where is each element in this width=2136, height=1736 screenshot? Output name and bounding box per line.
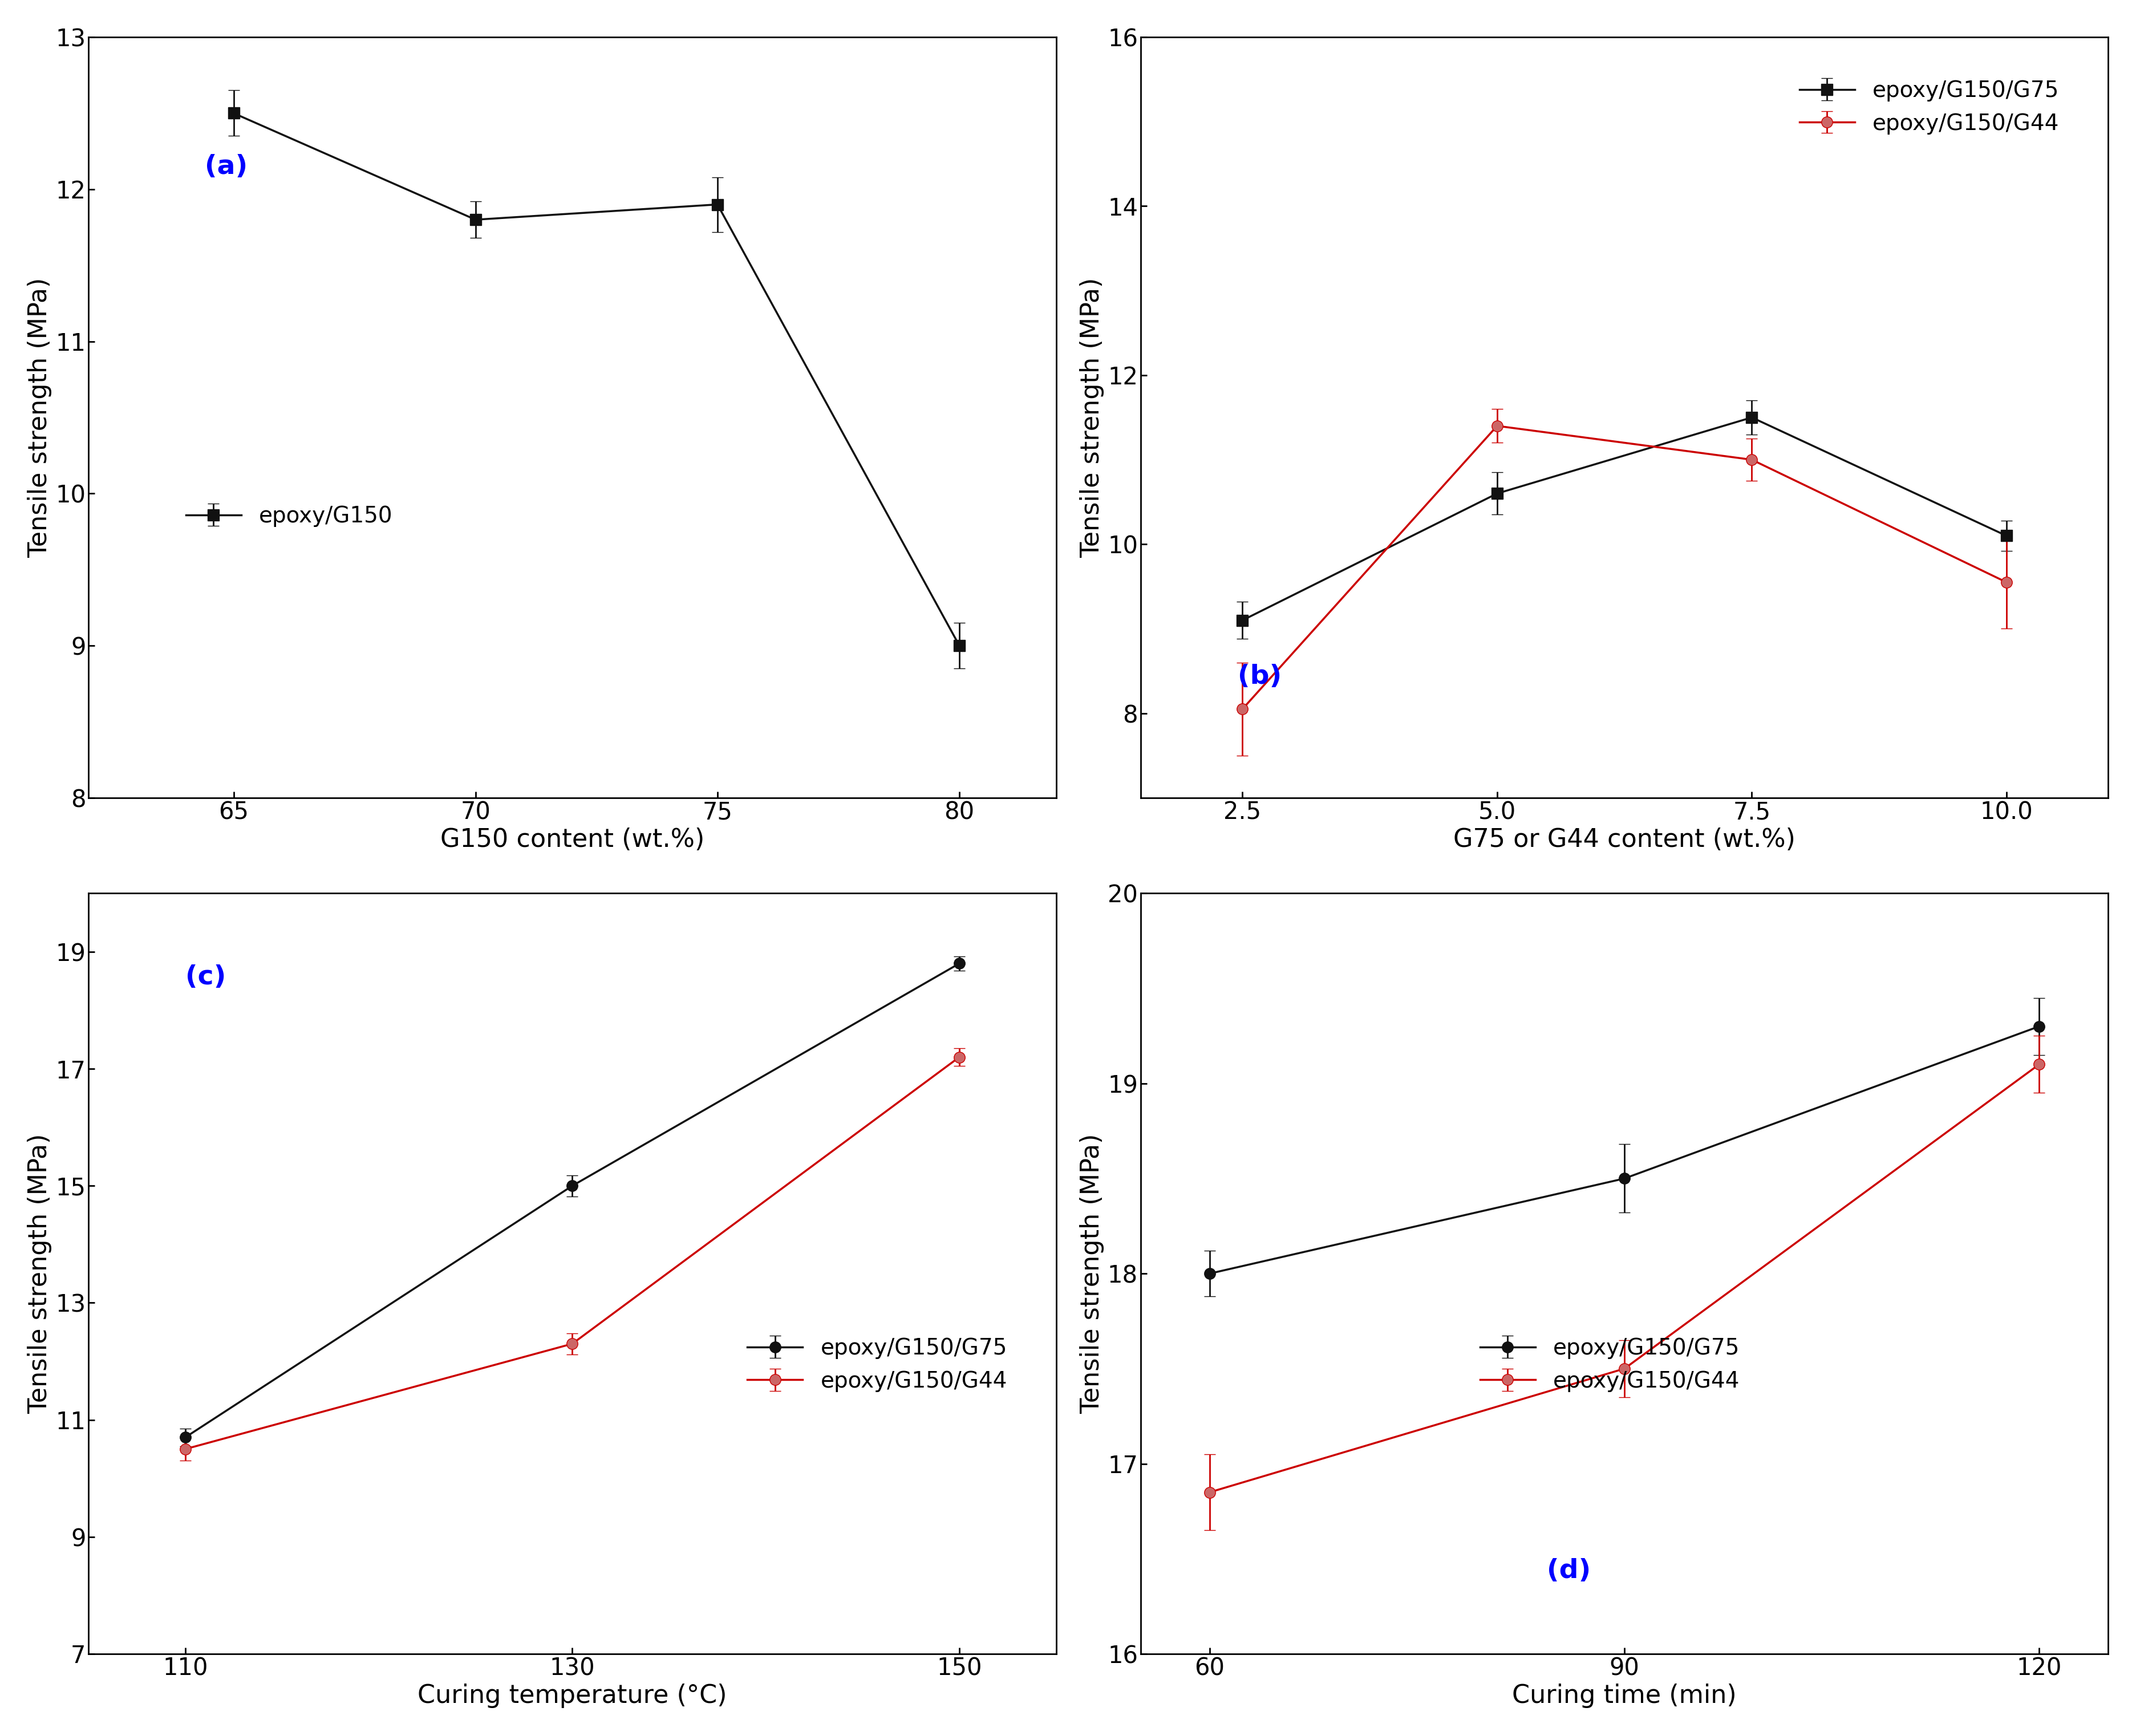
Legend: epoxy/G150/G75, epoxy/G150/G44: epoxy/G150/G75, epoxy/G150/G44 xyxy=(1472,1328,1749,1401)
X-axis label: G150 content (wt.%): G150 content (wt.%) xyxy=(440,828,705,852)
Text: (c): (c) xyxy=(186,965,226,990)
Legend: epoxy/G150/G75, epoxy/G150/G44: epoxy/G150/G75, epoxy/G150/G44 xyxy=(739,1328,1017,1401)
X-axis label: Curing temperature (°C): Curing temperature (°C) xyxy=(419,1684,726,1708)
Text: (d): (d) xyxy=(1546,1557,1591,1583)
Legend: epoxy/G150/G75, epoxy/G150/G44: epoxy/G150/G75, epoxy/G150/G44 xyxy=(1790,71,2068,142)
Text: (a): (a) xyxy=(205,155,248,181)
Y-axis label: Tensile strength (MPa): Tensile strength (MPa) xyxy=(1081,278,1104,557)
X-axis label: G75 or G44 content (wt.%): G75 or G44 content (wt.%) xyxy=(1452,828,1796,852)
Legend: epoxy/G150: epoxy/G150 xyxy=(177,496,402,536)
Y-axis label: Tensile strength (MPa): Tensile strength (MPa) xyxy=(1081,1134,1104,1413)
X-axis label: Curing time (min): Curing time (min) xyxy=(1512,1684,1737,1708)
Y-axis label: Tensile strength (MPa): Tensile strength (MPa) xyxy=(28,278,51,557)
Y-axis label: Tensile strength (MPa): Tensile strength (MPa) xyxy=(28,1134,51,1413)
Text: (b): (b) xyxy=(1237,663,1282,689)
